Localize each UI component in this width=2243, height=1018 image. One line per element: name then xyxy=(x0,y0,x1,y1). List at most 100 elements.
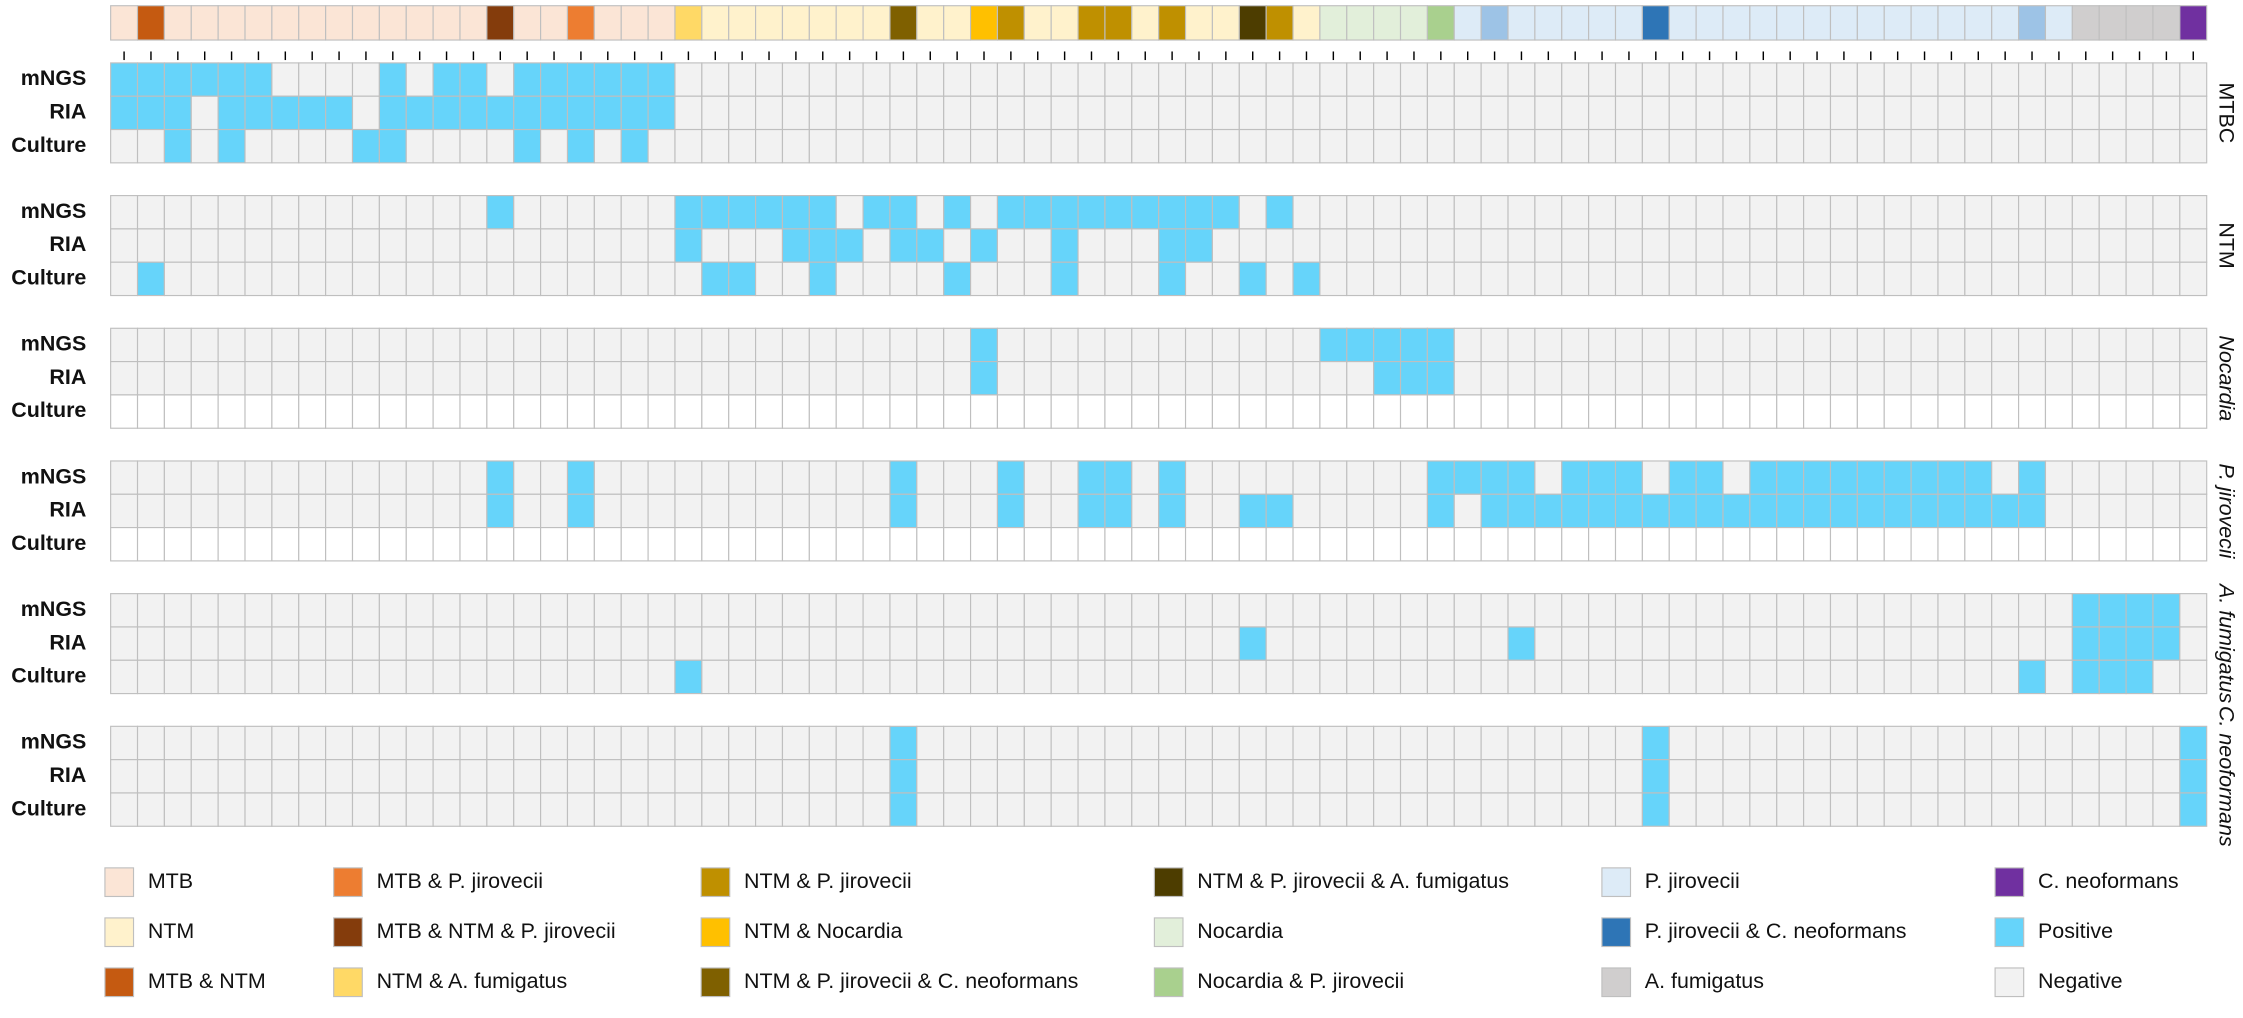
heatmap-cell xyxy=(996,261,1025,297)
heatmap-cell xyxy=(405,361,434,396)
heatmap-cell xyxy=(1561,128,1590,164)
heatmap-cell xyxy=(271,327,300,363)
heatmap-cell xyxy=(459,394,488,429)
heatmap-cell xyxy=(1131,527,1160,562)
heatmap-cell xyxy=(190,460,219,495)
heatmap-cell xyxy=(1507,394,1536,429)
heatmap-cell xyxy=(1480,327,1509,363)
heatmap-cell xyxy=(889,792,918,827)
heatmap-cell xyxy=(1184,228,1213,263)
heatmap-cell xyxy=(1964,361,1993,396)
heatmap-cell xyxy=(1722,460,1751,495)
heatmap-cell xyxy=(378,593,407,628)
heatmap-cell xyxy=(1641,659,1670,695)
heatmap-cell xyxy=(136,527,165,562)
heatmap-cell xyxy=(1695,228,1724,263)
heatmap-cell xyxy=(2098,95,2127,131)
heatmap-cell xyxy=(835,394,864,429)
annotation-cell xyxy=(540,5,569,41)
heatmap-cell xyxy=(889,195,918,230)
heatmap-cell xyxy=(110,527,139,562)
heatmap-cell xyxy=(1399,327,1428,363)
row-label: mNGS xyxy=(21,66,87,90)
heatmap-cell xyxy=(1453,527,1482,562)
heatmap-cell xyxy=(2125,659,2154,695)
heatmap-cell xyxy=(1829,62,1858,97)
heatmap-cell xyxy=(486,228,515,263)
heatmap-cell xyxy=(1480,527,1509,562)
heatmap-cell xyxy=(1346,493,1375,529)
heatmap-cell xyxy=(298,460,327,495)
heatmap-cell xyxy=(1265,593,1294,628)
heatmap-cell xyxy=(163,493,192,529)
heatmap-cell xyxy=(1050,759,1079,794)
heatmap-cell xyxy=(540,759,569,794)
heatmap-cell xyxy=(459,527,488,562)
heatmap-cell xyxy=(1131,228,1160,263)
annotation-cell xyxy=(1104,5,1133,41)
heatmap-cell xyxy=(1588,195,1617,230)
heatmap-cell xyxy=(916,493,945,529)
heatmap-cell xyxy=(432,527,461,562)
heatmap-cell xyxy=(1158,725,1187,761)
heatmap-cell xyxy=(1991,460,2020,495)
heatmap-cell xyxy=(1910,593,1939,628)
heatmap-cell xyxy=(2098,394,2127,429)
heatmap-cell xyxy=(943,626,972,661)
row-label: RIA xyxy=(49,232,86,256)
heatmap-cell xyxy=(916,361,945,396)
heatmap-cell xyxy=(943,460,972,495)
heatmap-cell xyxy=(1238,792,1267,827)
heatmap-cell xyxy=(1399,659,1428,695)
heatmap-cell xyxy=(2044,759,2073,794)
heatmap-cell xyxy=(1211,62,1240,97)
heatmap-cell xyxy=(889,95,918,131)
heatmap-cell xyxy=(298,261,327,297)
heatmap-cell xyxy=(1749,460,1778,495)
heatmap-cell xyxy=(1722,759,1751,794)
legend-swatch xyxy=(333,867,363,898)
heatmap-cell xyxy=(1561,327,1590,363)
heatmap-cell xyxy=(540,593,569,628)
heatmap-cell xyxy=(1346,460,1375,495)
annotation-cell xyxy=(1023,5,1052,41)
heatmap-cell xyxy=(1104,261,1133,297)
heatmap-cell xyxy=(1077,361,1106,396)
heatmap-cell xyxy=(755,593,784,628)
heatmap-cell xyxy=(1937,626,1966,661)
heatmap-cell xyxy=(1211,493,1240,529)
heatmap-cell xyxy=(1964,128,1993,164)
annotation-cell xyxy=(781,5,810,41)
heatmap-cell xyxy=(1749,62,1778,97)
panel-label: P. jirovecii xyxy=(2215,463,2239,559)
heatmap-cell xyxy=(136,493,165,529)
heatmap-cell xyxy=(1346,527,1375,562)
heatmap-cell xyxy=(244,361,273,396)
heatmap-cell xyxy=(728,659,757,695)
heatmap-cell xyxy=(1964,493,1993,529)
heatmap-cell xyxy=(2125,527,2154,562)
heatmap-cell xyxy=(781,394,810,429)
heatmap-cell xyxy=(486,725,515,761)
heatmap-cell xyxy=(1507,527,1536,562)
heatmap-cell xyxy=(432,394,461,429)
heatmap-cell xyxy=(1991,527,2020,562)
heatmap-cell xyxy=(1534,792,1563,827)
heatmap-cell xyxy=(486,593,515,628)
heatmap-cell xyxy=(1426,327,1455,363)
heatmap-cell xyxy=(2071,493,2100,529)
heatmap-cell xyxy=(1238,593,1267,628)
heatmap-cell xyxy=(996,228,1025,263)
annotation-cell xyxy=(1238,5,1267,41)
annotation-cell xyxy=(1480,5,1509,41)
row-label: mNGS xyxy=(21,464,87,488)
heatmap-cell xyxy=(325,62,354,97)
heatmap-cell xyxy=(862,62,891,97)
heatmap-cell xyxy=(808,725,837,761)
heatmap-cell xyxy=(1480,659,1509,695)
heatmap-cell xyxy=(1561,792,1590,827)
heatmap-cell xyxy=(1776,759,1805,794)
heatmap-cell xyxy=(755,527,784,562)
heatmap-cell xyxy=(1856,593,1885,628)
heatmap-cell xyxy=(1426,62,1455,97)
